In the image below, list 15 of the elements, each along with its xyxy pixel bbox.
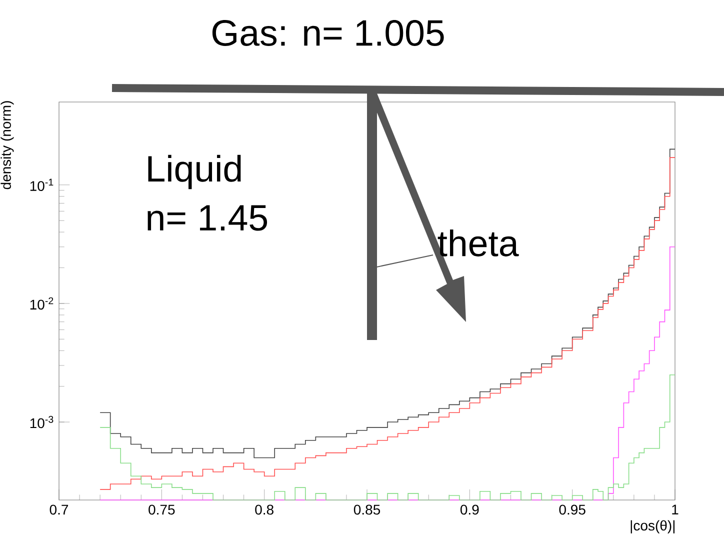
- annotation: n= 1.45: [148, 205, 268, 231]
- x-tick-label: 0.85: [354, 504, 380, 515]
- text: Gas: n= 1.005: [212, 20, 444, 46]
- x-tick-label: 0.9: [460, 504, 479, 515]
- x-tick-label: 0.75: [148, 504, 175, 515]
- y-tick-label: 10$^{-1}$: [30, 178, 54, 191]
- x-tick-label: 1: [672, 504, 678, 514]
- y-tick-label: 10$^{-3}$: [30, 416, 54, 428]
- x-tick-label: 0.8: [255, 504, 274, 515]
- x-tick-label: 0.95: [559, 504, 586, 515]
- y-tick-label: 10$^{-2}$: [30, 297, 54, 310]
- annotation: Liquid: [148, 154, 241, 190]
- y-axis-title: density (norm): [0, 101, 14, 190]
- x-tick-label: 0.7: [50, 504, 68, 515]
- x-axis-title: |cos(θ)|: [630, 520, 674, 534]
